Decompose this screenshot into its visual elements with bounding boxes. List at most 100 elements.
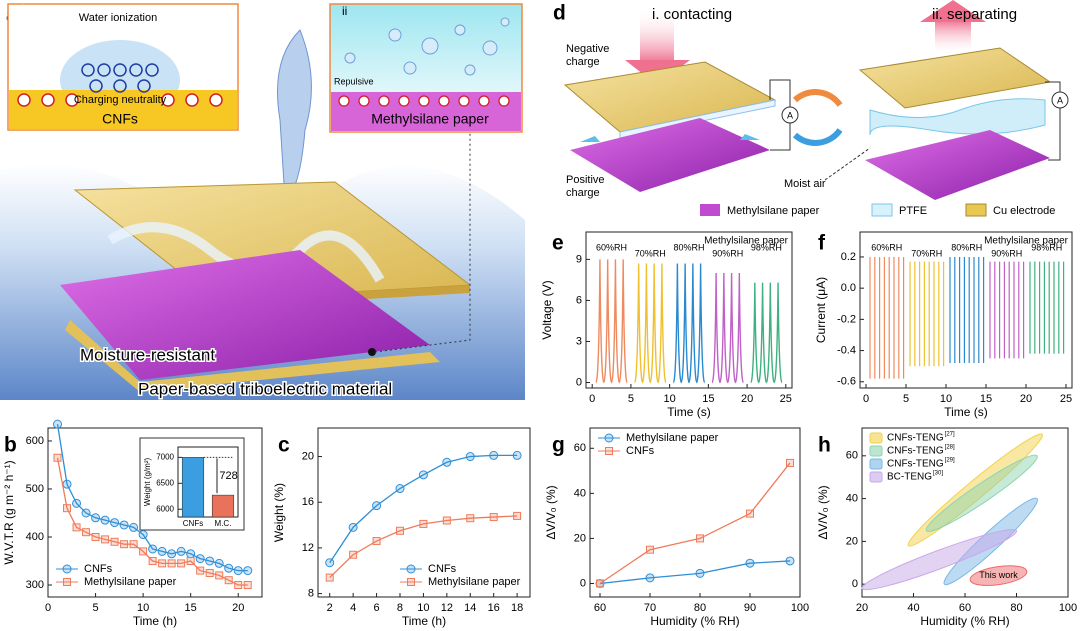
x-tick-label: 4 — [350, 602, 356, 614]
y-tick-label: 6 — [576, 294, 582, 306]
x-tick-label: 8 — [397, 602, 403, 614]
ellipse — [925, 454, 1038, 532]
spike — [595, 259, 605, 384]
legend-ref: [29] — [945, 458, 955, 464]
marker — [348, 522, 358, 532]
spike — [750, 282, 760, 384]
legend-marker — [605, 447, 613, 455]
x-tick-label: 25 — [1060, 393, 1072, 405]
y-axis-label: ΔV/V₀ (%) — [544, 485, 558, 539]
cycle-arrow — [792, 89, 843, 107]
plot-frame — [585, 231, 793, 389]
ammeter — [1051, 91, 1069, 109]
marker — [176, 546, 186, 556]
plot-frame — [589, 427, 801, 598]
marker — [138, 530, 148, 540]
legend-ref: [27] — [945, 432, 955, 438]
marker — [786, 458, 794, 467]
circuit — [1045, 81, 1061, 161]
legend-label: CNFs — [626, 445, 655, 457]
y-tick-label: 400 — [26, 531, 44, 543]
x-tick-label: 0 — [45, 602, 51, 614]
marker — [167, 549, 177, 559]
y-tick-label: 20 — [302, 450, 314, 462]
marker — [53, 419, 63, 429]
x-tick-label: 100 — [1059, 602, 1077, 614]
marker — [645, 573, 655, 583]
legend-label: Cu electrode — [993, 205, 1055, 217]
marker — [349, 550, 358, 559]
marker — [596, 579, 604, 588]
inset-label: ii — [342, 4, 347, 18]
marker — [372, 501, 382, 511]
series-line — [56, 424, 248, 572]
y-tick-label: 40 — [846, 493, 858, 505]
legend-label: Methylsilane paper — [727, 205, 820, 217]
x-axis-label: Humidity (% RH) — [650, 614, 739, 628]
y-tick-label: 8 — [308, 587, 314, 599]
marker — [395, 526, 404, 535]
y-tick-label: 600 — [26, 435, 44, 447]
x-tick-label: 12 — [441, 602, 453, 614]
panel-label: d — [553, 2, 566, 25]
marker — [224, 563, 234, 573]
spike — [695, 263, 706, 384]
marker — [63, 504, 72, 513]
lift-arrow — [935, 20, 971, 55]
marker — [205, 556, 215, 566]
y-tick-label: -0.2 — [837, 313, 856, 325]
group-label: 98%RH — [1031, 242, 1062, 252]
ellipse — [861, 528, 1018, 591]
annotation: Methylsilane paper — [704, 236, 789, 247]
legend-swatch — [871, 203, 893, 217]
legend-label: Methylsilane paper — [84, 576, 177, 588]
circuit — [769, 79, 791, 151]
pointer — [824, 147, 871, 181]
x-tick-label: 10 — [940, 393, 952, 405]
x-tick-label: 20 — [1020, 393, 1032, 405]
state-title: i. contacting — [652, 6, 732, 23]
x-tick-label: 10 — [664, 393, 676, 405]
y-tick-label: 0.0 — [841, 282, 856, 294]
marker — [646, 545, 654, 554]
legend-ref: [28] — [945, 445, 955, 451]
legend-label: CNFs — [84, 563, 113, 575]
spike — [773, 282, 783, 384]
x-tick-label: 60 — [594, 602, 606, 614]
group-label: 60%RH — [871, 242, 902, 252]
ammeter-label: A — [1057, 95, 1063, 105]
spike — [757, 282, 768, 384]
marker — [489, 450, 499, 460]
legend-label: Methylsilane paper — [428, 576, 521, 588]
legend-swatch — [869, 458, 883, 470]
spike — [765, 282, 776, 384]
marker — [129, 522, 139, 532]
positive-charges — [338, 95, 510, 107]
legend-marker — [406, 564, 416, 574]
y-tick-label: 3 — [576, 335, 582, 347]
group-label: 90%RH — [712, 248, 743, 258]
flow-arrow — [740, 134, 760, 140]
methylsilane-layer — [60, 250, 430, 380]
x-tick-label: CNFs — [183, 519, 203, 528]
x-tick-label: 15 — [185, 602, 197, 614]
charge-note: charge — [566, 56, 600, 68]
x-tick-label: 90 — [744, 602, 756, 614]
panel-label: f — [818, 232, 826, 255]
bottom-electrode — [65, 320, 440, 392]
y-tick-label: 16 — [302, 496, 314, 508]
marker — [148, 556, 157, 565]
marker — [91, 532, 100, 541]
x-tick-label: 20 — [741, 393, 753, 405]
legend-label: PTFE — [899, 205, 927, 217]
spike — [657, 263, 667, 384]
group-label: 70%RH — [635, 248, 666, 258]
group-label: 90%RH — [991, 248, 1022, 258]
charge-note: Positive — [566, 174, 605, 186]
group-label: 80%RH — [673, 242, 704, 252]
zoom-line — [374, 133, 471, 353]
x-tick-label: 40 — [907, 602, 919, 614]
x-tick-label: 60 — [959, 602, 971, 614]
marker — [695, 568, 705, 578]
panel-a: a Moisture-resistant Paper-based triboel… — [0, 2, 525, 400]
